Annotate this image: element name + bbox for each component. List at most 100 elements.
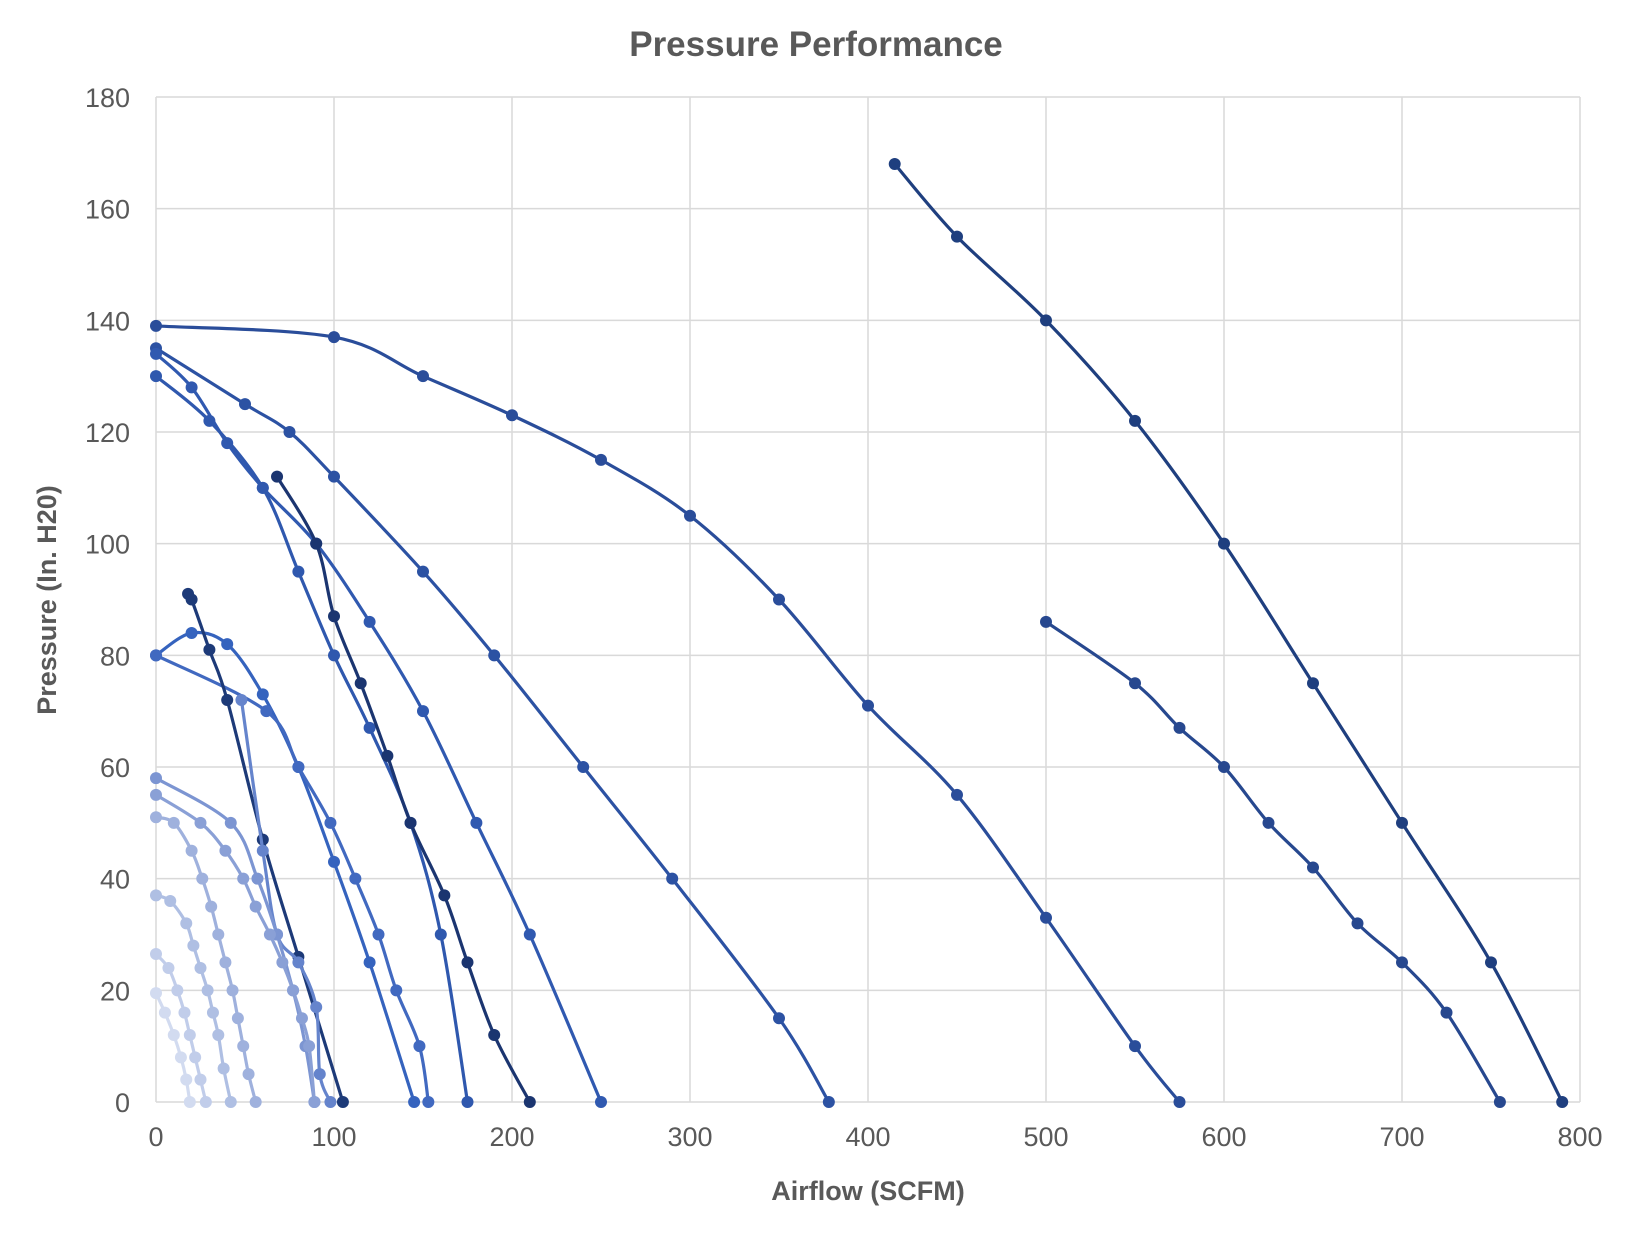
- x-tick-label: 800: [1557, 1122, 1602, 1152]
- data-point: [1173, 721, 1186, 734]
- x-tick-label: 0: [148, 1122, 163, 1152]
- data-point: [283, 426, 296, 438]
- data-point: [194, 1073, 207, 1086]
- y-tick-label: 180: [85, 83, 130, 113]
- series-4: [150, 342, 835, 1108]
- data-point: [413, 1040, 426, 1053]
- data-point: [417, 370, 429, 383]
- data-point: [1307, 861, 1319, 874]
- y-tick-label: 0: [115, 1088, 130, 1118]
- data-point: [212, 1029, 225, 1041]
- data-point: [684, 509, 696, 522]
- data-point: [212, 928, 225, 941]
- x-tick-label: 600: [1201, 1122, 1246, 1152]
- data-point: [256, 481, 269, 494]
- data-point: [434, 928, 447, 941]
- series-6: [150, 370, 474, 1108]
- data-point: [185, 593, 198, 606]
- data-point: [1493, 1096, 1506, 1108]
- y-tick-label: 140: [85, 306, 130, 336]
- chart-title: Pressure Performance: [629, 25, 1003, 64]
- data-point: [1129, 677, 1141, 690]
- x-tick-label: 400: [845, 1122, 890, 1152]
- data-point: [185, 381, 198, 394]
- data-point: [328, 331, 340, 344]
- data-point: [271, 470, 284, 483]
- data-point: [249, 900, 262, 913]
- data-point: [328, 610, 340, 623]
- data-point: [150, 788, 162, 801]
- data-point: [773, 593, 785, 606]
- y-tick-label: 120: [85, 418, 130, 448]
- y-tick-label: 160: [85, 195, 130, 225]
- data-point: [506, 409, 518, 422]
- data-point: [183, 1029, 196, 1041]
- data-point: [226, 984, 239, 997]
- data-point: [201, 984, 214, 997]
- data-point: [194, 962, 207, 974]
- data-point: [372, 928, 385, 941]
- data-point: [363, 615, 376, 628]
- data-point: [1396, 956, 1408, 969]
- series-7: [271, 470, 536, 1108]
- data-point: [1129, 414, 1141, 427]
- data-point: [324, 816, 337, 829]
- series-11: [235, 694, 337, 1108]
- series-2: [1040, 615, 1506, 1108]
- data-point: [180, 1073, 193, 1086]
- data-point: [417, 565, 429, 578]
- data-point: [822, 1096, 835, 1108]
- data-point: [1307, 677, 1319, 690]
- data-point: [404, 816, 417, 829]
- data-point: [206, 1006, 219, 1019]
- data-point: [328, 855, 340, 868]
- data-point: [150, 889, 162, 902]
- data-point: [1129, 1040, 1141, 1053]
- data-point: [303, 1040, 316, 1053]
- data-point: [164, 895, 177, 907]
- y-tick-label: 80: [100, 641, 130, 671]
- data-point: [150, 948, 162, 961]
- data-point: [150, 319, 162, 332]
- data-point: [888, 158, 901, 170]
- data-point: [205, 900, 218, 913]
- data-point: [523, 1096, 536, 1108]
- data-point: [336, 1096, 349, 1108]
- data-point: [666, 872, 679, 885]
- data-point: [251, 872, 264, 885]
- data-point: [1040, 911, 1052, 924]
- data-point: [287, 984, 300, 997]
- data-point: [862, 699, 874, 712]
- data-point: [577, 761, 590, 773]
- y-tick-label: 20: [100, 976, 130, 1006]
- data-point: [470, 816, 483, 829]
- data-point: [150, 649, 162, 662]
- data-point: [150, 987, 162, 1000]
- series-15: [150, 889, 237, 1108]
- x-tick-label: 300: [667, 1122, 712, 1152]
- data-point: [235, 694, 248, 706]
- data-point: [1351, 917, 1364, 930]
- series-line: [1045, 620, 1502, 1103]
- data-point: [199, 1096, 212, 1108]
- data-point: [1262, 816, 1275, 829]
- y-tick-label: 40: [100, 865, 130, 895]
- data-point: [328, 470, 340, 483]
- data-point: [595, 1096, 607, 1108]
- series-1: [888, 158, 1569, 1108]
- data-point: [221, 437, 234, 450]
- data-point: [349, 872, 362, 885]
- series-17: [150, 987, 196, 1108]
- data-point: [224, 816, 237, 829]
- data-point: [422, 1096, 435, 1108]
- data-point: [187, 939, 200, 952]
- data-point: [773, 1012, 785, 1025]
- gridlines: [155, 96, 1581, 1103]
- data-point: [1218, 761, 1230, 773]
- data-point: [203, 414, 216, 427]
- data-point: [185, 844, 198, 857]
- data-point: [174, 1051, 187, 1064]
- y-axis-label: Pressure (In. H20): [32, 485, 62, 715]
- series-line: [155, 346, 831, 1103]
- data-point: [239, 398, 251, 411]
